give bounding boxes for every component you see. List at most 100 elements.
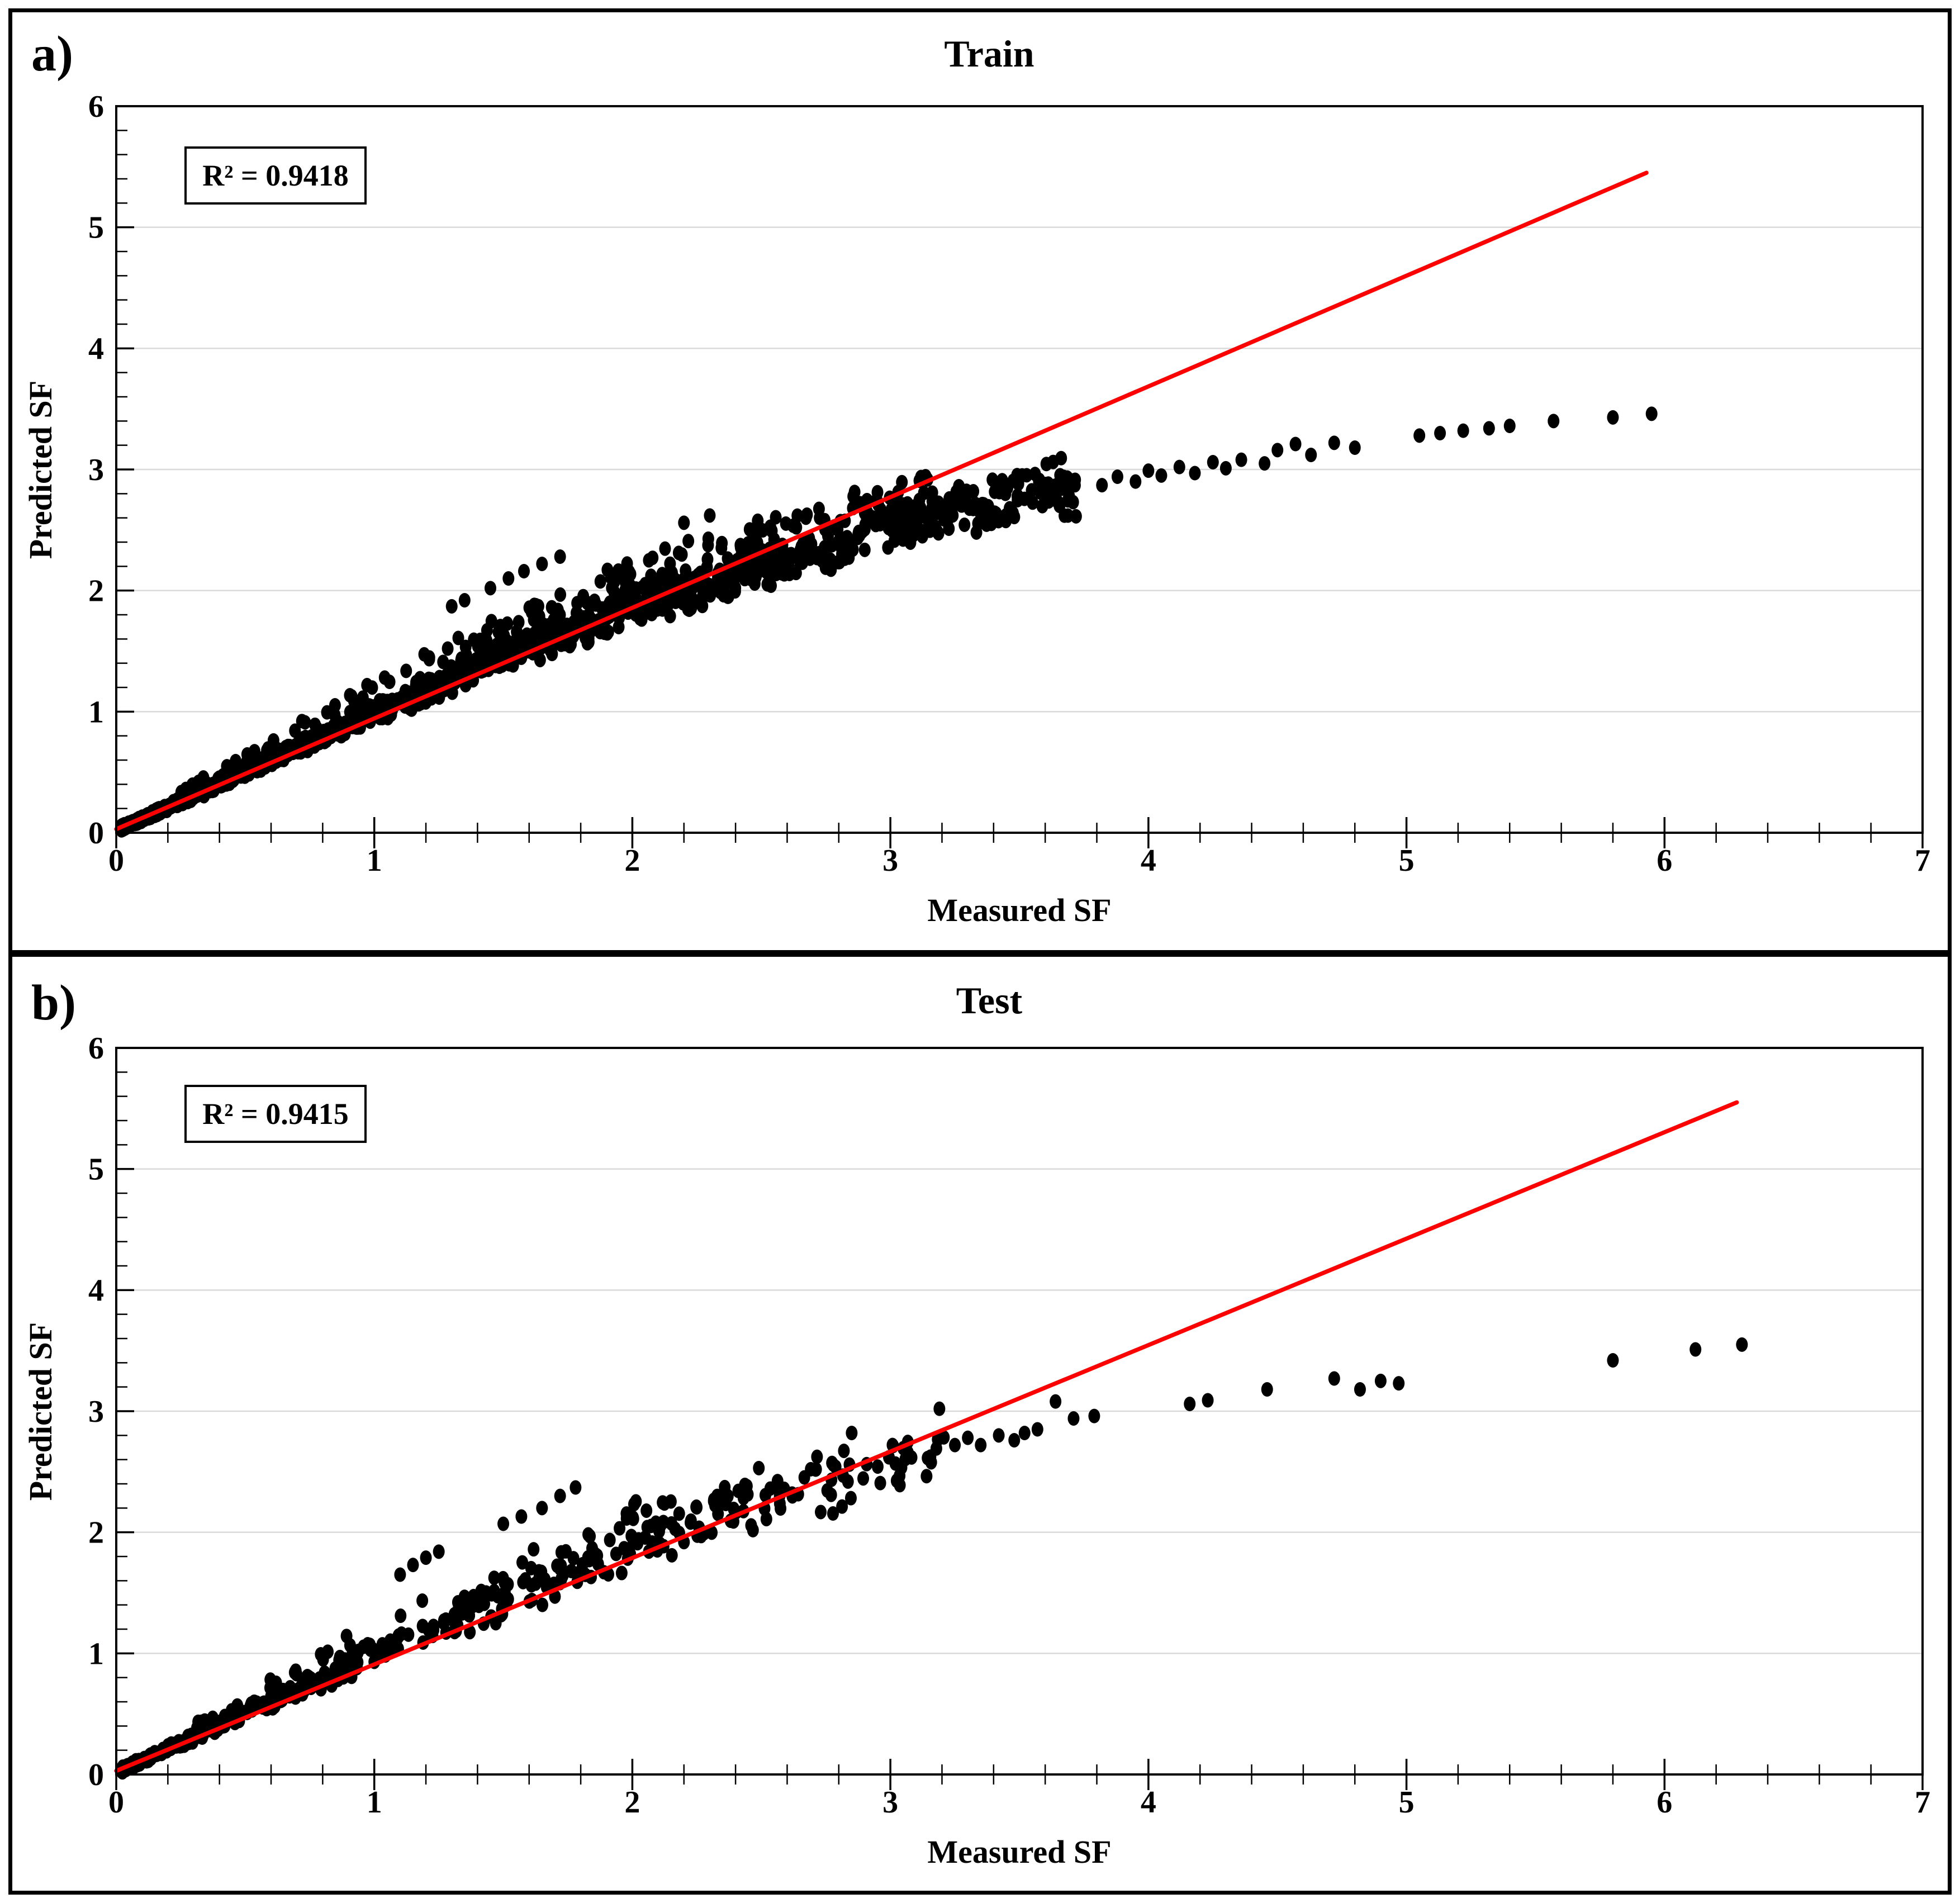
test-data-point (452, 1595, 464, 1610)
test-data-point (829, 1459, 842, 1474)
train-data-point (1607, 410, 1619, 425)
train-data-point (983, 509, 995, 524)
test-data-point (525, 1560, 537, 1575)
test-data-point (1031, 1422, 1043, 1437)
test-data-point (528, 1542, 540, 1557)
train-data-point (511, 624, 523, 639)
test-x-tick-label: 5 (1399, 1785, 1415, 1820)
test-data-point (894, 1468, 906, 1483)
train-data-point (960, 495, 972, 510)
test-data-point (615, 1565, 628, 1581)
test-data-point (805, 1461, 817, 1477)
train-data-point (468, 632, 480, 647)
train-data-point (492, 638, 504, 653)
test-y-tick-label: 4 (88, 1273, 104, 1308)
train-data-point (1012, 488, 1024, 503)
test-y-tick-label: 1 (88, 1636, 104, 1671)
train-data-point (481, 633, 493, 648)
train-data-point (1111, 469, 1123, 484)
train-data-point (1060, 473, 1072, 488)
train-data-point (742, 537, 754, 552)
train-data-point (896, 474, 908, 490)
test-data-point (264, 1672, 277, 1687)
train-data-point (912, 521, 924, 536)
test-data-point (811, 1449, 823, 1464)
panel-a-x-axis-title: Measured SF (927, 892, 1112, 928)
test-data-point (515, 1509, 528, 1524)
train-data-point (1047, 454, 1059, 469)
train-data-point (321, 705, 333, 720)
test-data-point (760, 1512, 772, 1527)
train-data-point (492, 624, 505, 639)
train-data-point (832, 522, 844, 537)
test-y-tick-label: 6 (88, 1031, 104, 1066)
panel-a-y-axis-title: Predicted SF (22, 380, 59, 559)
train-data-point (1173, 459, 1185, 474)
train-data-point (787, 518, 799, 533)
test-data-point (711, 1488, 723, 1503)
train-data-point (893, 512, 905, 528)
train-data-point (311, 720, 323, 735)
train-data-point (445, 599, 458, 614)
train-data-point (656, 567, 668, 582)
train-y-tick-label: 5 (88, 211, 104, 245)
train-data-point (969, 496, 981, 511)
test-data-point (1328, 1371, 1340, 1386)
train-data-point (226, 760, 238, 775)
test-data-point (265, 1689, 277, 1704)
train-data-point (386, 692, 398, 708)
test-y-tick-label: 5 (88, 1152, 104, 1187)
train-data-point (744, 572, 757, 587)
train-data-point (1434, 426, 1446, 440)
test-data-point (1184, 1397, 1196, 1411)
train-data-point (841, 530, 853, 545)
train-data-point (813, 501, 825, 516)
test-data-point (1690, 1342, 1702, 1357)
train-data-point (770, 567, 782, 582)
test-data-point (630, 1494, 642, 1509)
train-y-tick-label: 6 (88, 89, 104, 124)
train-data-point (1548, 414, 1560, 429)
test-data-point (344, 1638, 356, 1653)
test-data-point (844, 1491, 857, 1506)
test-data-point (925, 1455, 937, 1470)
test-data-point (1393, 1376, 1405, 1391)
train-data-point (913, 492, 926, 507)
train-data-point (612, 563, 624, 578)
test-data-point (536, 1501, 548, 1516)
test-data-point (433, 1544, 445, 1559)
train-data-point (888, 533, 900, 548)
train-data-point (958, 518, 971, 533)
test-data-point (871, 1459, 884, 1474)
train-data-point (1645, 406, 1658, 421)
train-data-point (676, 547, 688, 562)
train-data-point (1142, 463, 1155, 478)
test-data-point (462, 1601, 474, 1616)
test-data-point (394, 1567, 406, 1582)
train-data-point (843, 550, 855, 565)
train-data-point (414, 671, 426, 686)
train-data-point (331, 715, 343, 730)
train-data-point (784, 566, 796, 581)
panel-b-x-axis-title: Measured SF (927, 1834, 1112, 1870)
test-data-point (1374, 1373, 1387, 1388)
train-x-tick-label: 0 (108, 843, 124, 878)
train-data-point (853, 528, 866, 543)
train-data-point (299, 715, 311, 730)
panel-a-title: Train (944, 32, 1034, 75)
panel-b-title: Test (956, 979, 1023, 1022)
test-data-point (1607, 1353, 1619, 1368)
test-x-tick-label: 2 (624, 1785, 640, 1820)
panel-b-y-axis-title: Predicted SF (22, 1322, 59, 1501)
train-data-point (903, 531, 915, 546)
train-data-point (1155, 468, 1168, 483)
test-data-point (219, 1709, 231, 1724)
panel-a-r2-annotation: R² = 0.9418 (184, 146, 367, 205)
train-data-point (666, 565, 678, 580)
train-y-tick-label: 2 (88, 574, 104, 609)
test-data-point (277, 1682, 290, 1697)
train-data-point (1483, 421, 1495, 436)
test-data-point (1067, 1411, 1080, 1426)
train-data-point (361, 677, 373, 692)
test-data-point (753, 1460, 765, 1475)
